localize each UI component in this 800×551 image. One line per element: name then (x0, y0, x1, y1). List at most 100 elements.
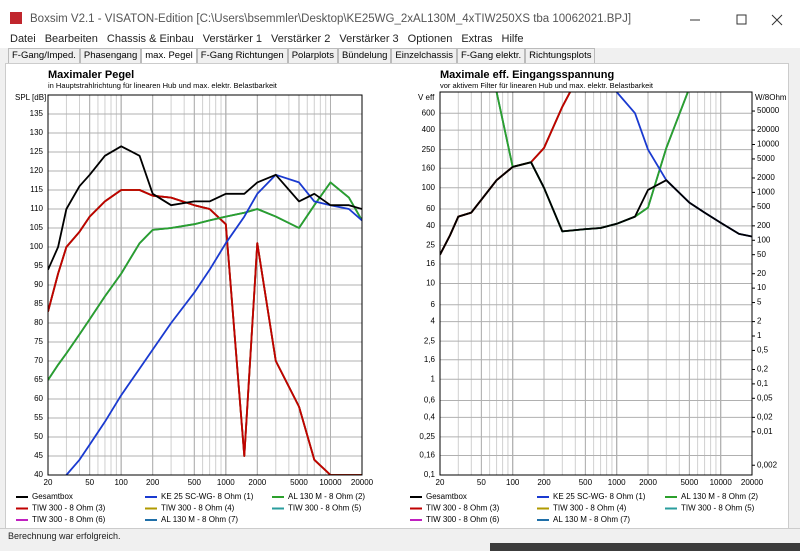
series-line (65, 173, 362, 475)
menu-item[interactable]: Extras (461, 33, 493, 45)
y-tick-label: 250 (422, 145, 436, 154)
y2-tick-label: 20 (757, 269, 766, 278)
x-tick-label: 2000 (639, 478, 657, 487)
legend-label: AL 130 M - 8 Ohm (7) (161, 515, 238, 524)
chart-subtitle: in Hauptstrahlrichtung für linearen Hub … (48, 81, 278, 90)
y-tick-label: 60 (426, 204, 435, 213)
menu-item[interactable]: Optionen (407, 33, 453, 45)
y2-tick-label: 2 (757, 317, 762, 326)
tab-bar: F-Gang/Imped. Phasengang max. Pegel F-Gang … (0, 48, 800, 63)
y-tick-label: 0,1 (424, 470, 436, 479)
tab[interactable]: Polarplots (287, 48, 338, 63)
tab[interactable]: F-Gang Richtungen (196, 48, 288, 63)
y-tick-label: 0,25 (419, 432, 435, 441)
y-tick-label: 85 (34, 299, 43, 308)
y2-tick-label: 0,5 (757, 346, 769, 355)
menu-item[interactable]: Hilfe (501, 33, 524, 45)
y-tick-label: 75 (34, 337, 43, 346)
y2-tick-label: 10000 (757, 140, 780, 149)
y2-tick-label: 0,1 (757, 379, 769, 388)
y-tick-label: 0,16 (419, 451, 435, 460)
series-line (48, 189, 362, 475)
y2-tick-label: 100 (757, 235, 771, 244)
series-line (440, 92, 572, 256)
y2-tick-label: 200 (757, 221, 771, 230)
maximize-button[interactable] (736, 14, 747, 25)
y-tick-label: 135 (30, 109, 44, 118)
tab[interactable]: Einzelchassis (391, 48, 457, 63)
plot-frame (47, 94, 363, 476)
legend-label: Gesamtbox (32, 492, 73, 501)
chart-title: Maximale eff. Eingangsspannung (440, 69, 614, 81)
series-group (48, 145, 362, 475)
y-tick-label: 50 (34, 432, 43, 441)
series-line (615, 92, 752, 238)
series-line (440, 161, 752, 256)
y-tick-label: 70 (34, 356, 43, 365)
y-tick-label: 55 (34, 413, 43, 422)
x-tick-label: 500 (188, 478, 202, 487)
legend-label: TIW 300 - 8 Ohm (4) (553, 504, 627, 513)
tab[interactable]: Richtungsplots (525, 48, 596, 63)
chart-title: Maximaler Pegel (48, 69, 134, 81)
tab[interactable]: F-Gang elektr. (456, 48, 526, 63)
series-line (48, 189, 362, 475)
x-tick-label: 1000 (217, 478, 235, 487)
tab[interactable]: Phasengang (79, 48, 142, 63)
y-tick-label: 0,4 (424, 412, 436, 421)
series-line (495, 92, 689, 233)
y2-tick-label: 1 (757, 331, 762, 340)
menu-item[interactable]: Bearbeiten (44, 33, 98, 45)
menu-item[interactable]: Verstärker 3 (339, 33, 399, 45)
y2-tick-label: 50 (757, 250, 766, 259)
window-chrome (10, 12, 783, 26)
legend-label: AL 130 M - 8 Ohm (7) (553, 515, 630, 524)
y-tick-label: 110 (30, 204, 43, 213)
x-tick-label: 100 (114, 478, 128, 487)
y2-tick-label: 5 (757, 298, 762, 307)
series-line (495, 92, 689, 233)
x-tick-label: 5000 (680, 478, 698, 487)
tab[interactable]: Bündelung (337, 48, 392, 63)
legend-label: AL 130 M - 8 Ohm (2) (288, 492, 365, 501)
tab[interactable]: F-Gang/Imped. (8, 48, 80, 63)
series-line (440, 92, 572, 256)
menu-item[interactable]: Verstärker 2 (271, 33, 331, 45)
series-line (440, 92, 572, 256)
x-tick-label: 500 (579, 478, 593, 487)
y-tick-label: 100 (422, 183, 436, 192)
y-tick-label: 115 (30, 185, 43, 194)
y-tick-label: 45 (34, 451, 43, 460)
x-tick-label: 20 (44, 478, 53, 487)
x-tick-label: 5000 (290, 478, 308, 487)
y2-tick-label: 0,01 (757, 427, 773, 436)
x-tick-label: 20000 (351, 478, 374, 487)
x-tick-label: 50 (85, 478, 94, 487)
x-tick-label: 200 (537, 478, 551, 487)
close-button[interactable] (771, 14, 783, 26)
y-tick-label: 600 (422, 108, 436, 117)
x-tick-label: 2000 (248, 478, 266, 487)
legend-label: TIW 300 - 8 Ohm (6) (32, 515, 106, 524)
y-tick-label: 95 (34, 261, 43, 270)
y2-tick-label: 2000 (757, 173, 775, 182)
x-tick-label: 20000 (741, 478, 764, 487)
x-tick-label: 100 (506, 478, 520, 487)
y-tick-label: 125 (30, 147, 44, 156)
y-tick-label: 0,6 (424, 396, 436, 405)
y-tick-label: 2,5 (424, 336, 436, 345)
plot-frame (439, 91, 753, 476)
title-bar: Boxsim V2.1 - VISATON-Edition [C:\Users\… (0, 0, 800, 33)
y2-tick-label: 0,2 (757, 365, 769, 374)
y-tick-label: 90 (34, 280, 43, 289)
y2-tick-label: 0,02 (757, 412, 773, 421)
tab[interactable]: max. Pegel (141, 48, 197, 63)
status-bar: Berechnung war erfolgreich. (0, 528, 800, 542)
menu-item[interactable]: Chassis & Einbau (106, 33, 194, 45)
menu-item[interactable]: Datei (10, 33, 36, 45)
menu-item[interactable]: Verstärker 1 (202, 33, 263, 45)
legend-label: TIW 300 - 8 Ohm (6) (426, 515, 500, 524)
y2-tick-label: 10 (757, 283, 766, 292)
